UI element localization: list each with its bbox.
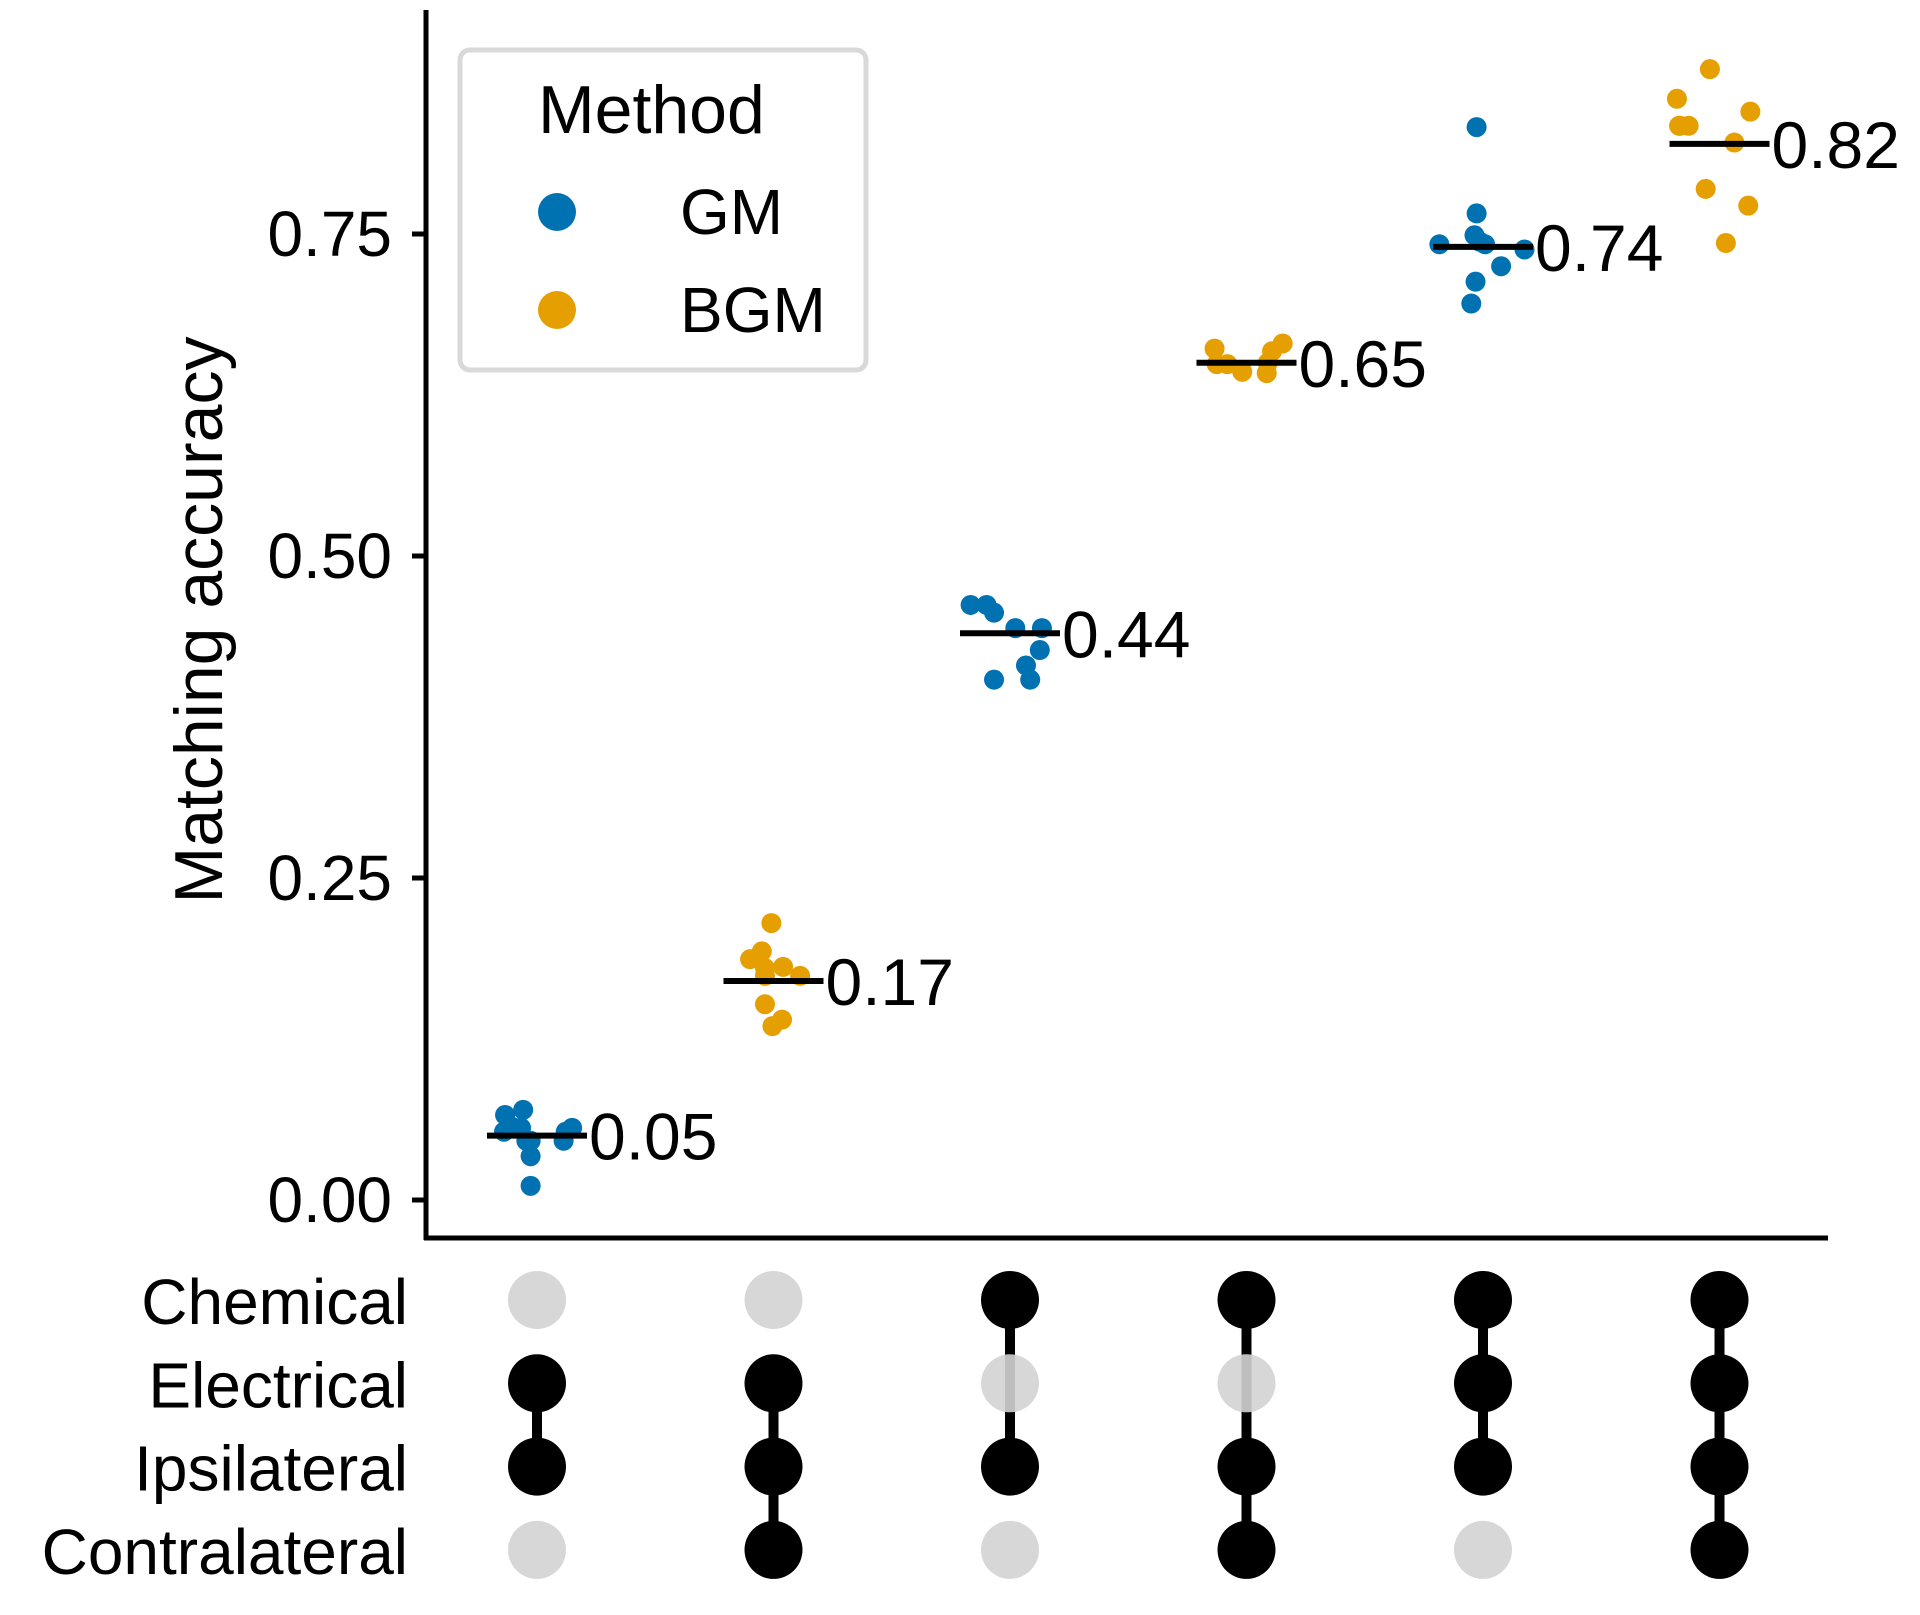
set-dot-active: [1454, 1354, 1512, 1413]
set-dot-inactive: [1217, 1354, 1276, 1413]
y-tick-label: 0.75: [267, 198, 392, 270]
set-dot-active: [1217, 1520, 1276, 1579]
median-label: 0.82: [1772, 108, 1900, 182]
data-point: [1232, 361, 1253, 382]
set-dot-active: [1454, 1437, 1512, 1496]
set-dot-active: [744, 1520, 803, 1579]
data-point: [1204, 338, 1225, 359]
set-dot-active: [508, 1437, 566, 1496]
legend-entries: GM BGM: [538, 176, 826, 346]
set-dot-inactive: [981, 1520, 1039, 1579]
data-point: [1715, 233, 1736, 254]
data-point: [1020, 669, 1041, 690]
set-dot-active: [981, 1437, 1039, 1496]
y-tick-label: 0.00: [267, 1164, 392, 1236]
set-dot-inactive: [981, 1354, 1039, 1413]
data-point: [762, 1016, 783, 1037]
set-dot-active: [1454, 1271, 1512, 1329]
data-point: [754, 994, 775, 1015]
median-label: 0.17: [826, 945, 954, 1019]
set-dot-inactive: [508, 1271, 566, 1329]
set-dot-active: [1217, 1271, 1276, 1329]
legend-title: Method: [538, 72, 765, 148]
y-axis-label: Matching accuracy: [161, 337, 237, 904]
data-point: [984, 669, 1005, 690]
data-point: [1740, 101, 1761, 122]
data-point: [984, 602, 1005, 623]
plot-axes: 0.00 0.25 0.50 0.75: [267, 10, 1828, 1241]
y-tick-label: 0.25: [267, 842, 392, 914]
set-label: Chemical: [141, 1266, 408, 1338]
set-dot-inactive: [744, 1271, 803, 1329]
set-matrix: Chemical Electrical Ipsilateral Contralater…: [42, 1266, 1749, 1588]
data-point: [1491, 256, 1512, 277]
data-point: [1669, 115, 1690, 136]
data-point: [1256, 363, 1277, 384]
data-point: [773, 956, 794, 977]
set-label: Electrical: [148, 1349, 408, 1421]
set-dot-active: [1690, 1271, 1749, 1329]
set-label: Contralateral: [42, 1516, 408, 1588]
set-dot-active: [744, 1354, 803, 1413]
data-point: [1466, 117, 1487, 138]
y-tick-label: 0.50: [267, 520, 392, 592]
data-point: [1695, 178, 1716, 199]
data-point: [1466, 203, 1487, 224]
data-point: [960, 594, 981, 615]
median-label: 0.44: [1062, 597, 1190, 671]
data-point: [494, 1121, 515, 1142]
median-label: 0.74: [1535, 211, 1663, 285]
set-dot-active: [508, 1354, 566, 1413]
legend-label: GM: [680, 176, 783, 248]
data-point: [1666, 88, 1687, 109]
data-point: [1699, 59, 1720, 80]
set-label: Ipsilateral: [134, 1433, 408, 1505]
legend-marker: [538, 291, 576, 329]
median-label: 0.05: [589, 1100, 717, 1174]
legend-marker: [538, 193, 576, 231]
data-point: [761, 913, 782, 934]
set-dot-active: [1690, 1520, 1749, 1579]
legend: Method GM BGM: [457, 47, 869, 373]
data-point: [1465, 271, 1486, 292]
median-markers: 0.05 0.17 0.44 0.65 0.74 0.82: [487, 108, 1900, 1174]
set-dot-inactive: [1454, 1520, 1512, 1579]
set-dot-active: [744, 1437, 803, 1496]
set-dot-active: [1690, 1437, 1749, 1496]
legend-box: [457, 47, 869, 373]
data-point: [740, 949, 761, 970]
median-label: 0.65: [1299, 327, 1427, 401]
data-point: [520, 1175, 541, 1196]
data-point: [513, 1099, 534, 1120]
set-dot-active: [1217, 1437, 1276, 1496]
data-point: [1461, 293, 1482, 314]
set-dot-active: [1690, 1354, 1749, 1413]
legend-label: BGM: [680, 274, 826, 346]
y-ticks: 0.00 0.25 0.50 0.75: [267, 198, 426, 1236]
data-point: [520, 1146, 541, 1167]
set-dot-active: [981, 1271, 1039, 1329]
set-dot-inactive: [508, 1520, 566, 1579]
data-point: [1029, 640, 1050, 661]
data-point: [1738, 195, 1759, 216]
